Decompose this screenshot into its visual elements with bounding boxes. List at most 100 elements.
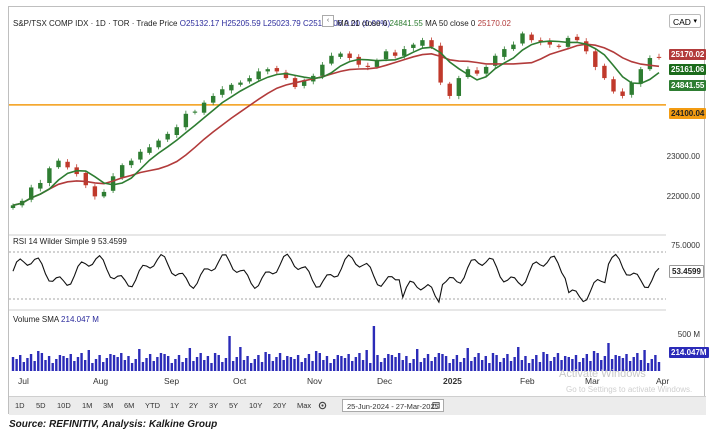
candle-body [456, 78, 462, 96]
candle-body [220, 89, 225, 95]
candle-body [374, 60, 380, 67]
volume-bar [304, 358, 307, 371]
volume-bar [246, 356, 249, 371]
volume-bar [44, 360, 47, 371]
x-tick-feb: Feb [520, 376, 535, 386]
period-10y[interactable]: 10Y [249, 401, 263, 410]
volume-bar [73, 361, 76, 371]
volume-bar [654, 355, 657, 371]
volume-bar [33, 361, 36, 371]
volume-bar [62, 356, 65, 371]
volume-bar [365, 350, 368, 371]
volume-bar [138, 349, 141, 371]
volume-label: Volume SMA [13, 315, 59, 324]
candle-body [420, 40, 425, 46]
volume-bar [426, 354, 430, 371]
candle-body [201, 102, 207, 113]
volume-bar [361, 360, 365, 371]
chevron-left-icon[interactable]: ‹ [322, 15, 334, 27]
period-2y[interactable]: 2Y [189, 401, 199, 410]
volume-bar [300, 362, 303, 371]
volume-bar [163, 354, 166, 371]
volume-bar [538, 362, 542, 371]
period-6m[interactable]: 6M [124, 401, 135, 410]
volume-bar [618, 356, 621, 371]
candle-body [638, 69, 644, 84]
volume-bar [636, 353, 639, 371]
change-value: 0.00 (0.00%) [344, 19, 391, 28]
calendar-icon[interactable] [432, 400, 440, 413]
volume-bar [249, 363, 253, 371]
candle-body [647, 58, 653, 70]
volume-bar [278, 353, 282, 371]
currency-select[interactable]: CAD ▾ [669, 14, 701, 28]
volume-bar [506, 354, 509, 371]
volume-bar [520, 360, 524, 371]
period-3y[interactable]: 3Y [209, 401, 219, 410]
volume-bar [495, 355, 498, 371]
ma21-line [12, 40, 660, 207]
volume-bar [102, 362, 105, 371]
volume-bar [448, 363, 451, 371]
volume-bar [80, 353, 83, 371]
volume-bar [37, 351, 40, 371]
candle-body [411, 44, 416, 48]
volume-bar [253, 359, 256, 371]
x-tick-dec: Dec [377, 376, 393, 386]
volume-bar [589, 361, 592, 371]
candle-body [38, 182, 43, 189]
candle-body [156, 140, 161, 148]
period-1d[interactable]: 1D [15, 401, 25, 410]
period-20y[interactable]: 20Y [273, 401, 287, 410]
volume-bar [185, 358, 188, 371]
volume-bar [69, 354, 72, 371]
volume-bar [553, 357, 556, 371]
x-tick-sep: Sep [164, 376, 180, 386]
candle-body [447, 83, 452, 96]
period-max[interactable]: Max [297, 401, 312, 410]
volume-bar [480, 360, 484, 371]
period-5y[interactable]: 5Y [229, 401, 239, 410]
volume-bar [351, 361, 354, 371]
date-range-field[interactable]: 25-Jun-2024 - 27-Mar-2025 [342, 399, 444, 412]
candle-body [438, 45, 443, 83]
volume-bar [412, 359, 415, 371]
price-chart[interactable] [9, 7, 666, 372]
period-10d[interactable]: 10D [57, 401, 71, 410]
volume-bar [628, 361, 632, 371]
volume-bar [105, 358, 109, 371]
candle-body [83, 172, 88, 186]
period-ytd[interactable]: YTD [145, 401, 160, 410]
windows-watermark: Activate Windows [559, 368, 646, 380]
volume-tick-500m: 500 M [677, 330, 700, 339]
volume-bar [354, 357, 358, 371]
candle-body [119, 165, 125, 178]
volume-bar [329, 363, 332, 371]
volume-bar [289, 357, 293, 371]
candle-body [147, 147, 152, 153]
period-5d[interactable]: 5D [36, 401, 46, 410]
volume-bar [408, 363, 412, 371]
period-3m[interactable]: 3M [103, 401, 114, 410]
settings-icon[interactable] [315, 400, 330, 413]
volume-bar [574, 355, 578, 371]
candle-body [301, 80, 307, 86]
volume-bar [625, 354, 628, 371]
volume-bar [109, 354, 112, 371]
period-1m[interactable]: 1M [82, 401, 93, 410]
candle-body [265, 69, 270, 72]
volume-bar [65, 358, 69, 371]
volume-bar [242, 360, 246, 371]
ma21-value: 24841.55 [389, 19, 423, 28]
ma50-label: MA 50 close 0 [425, 19, 476, 28]
volume-bar [452, 359, 455, 371]
volume-bar [116, 357, 119, 371]
volume-bar [156, 357, 159, 371]
x-tick-nov: Nov [307, 376, 323, 386]
volume-bar [87, 350, 90, 371]
volume-bar [405, 356, 408, 371]
period-1y[interactable]: 1Y [170, 401, 180, 410]
volume-bar [181, 362, 184, 371]
open-value: O25132.17 [179, 19, 220, 28]
volume-bar [430, 361, 433, 371]
